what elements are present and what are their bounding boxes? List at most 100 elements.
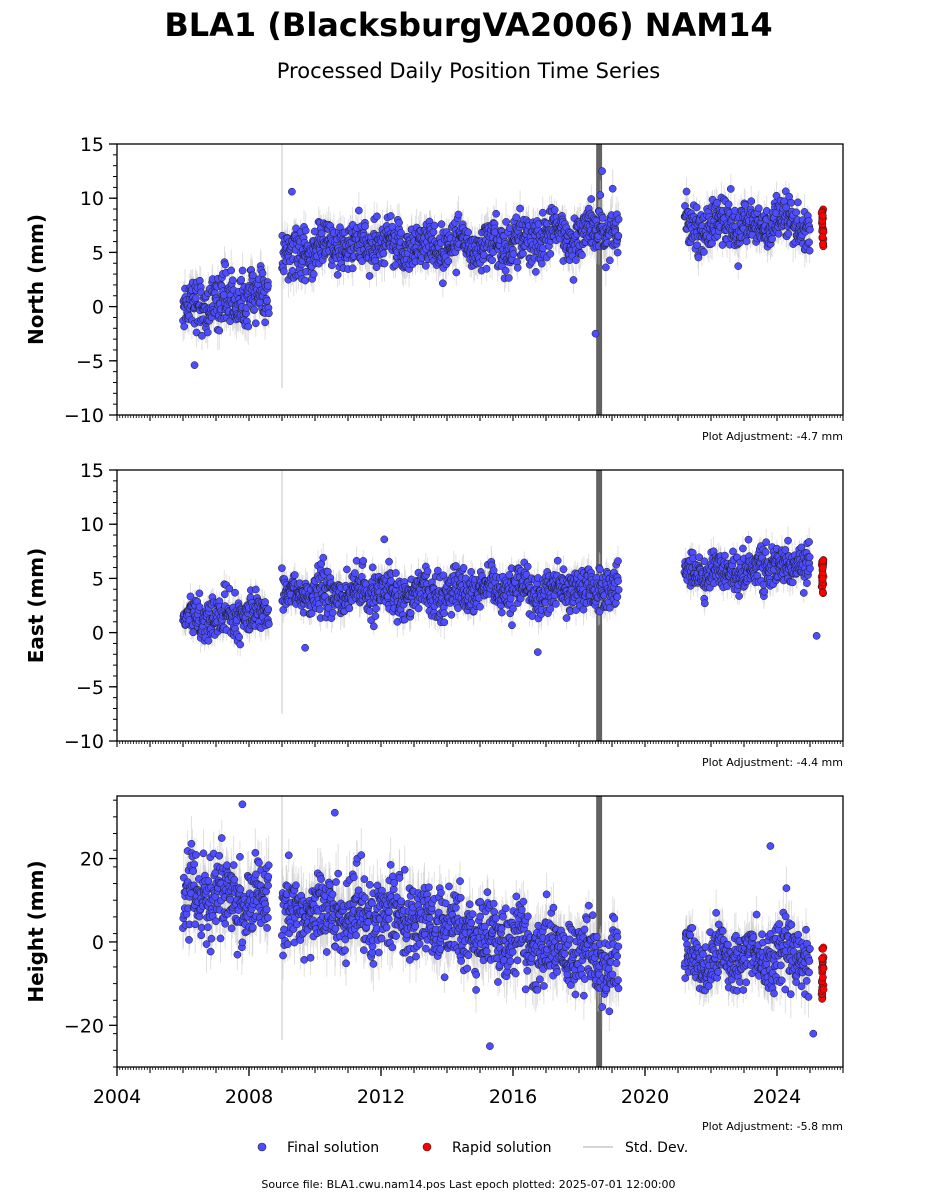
final-point — [371, 256, 380, 265]
final-point — [439, 279, 447, 288]
final-point — [569, 276, 578, 284]
final-point — [694, 253, 703, 262]
plot-area — [179, 144, 828, 415]
final-point — [301, 226, 310, 235]
final-point — [397, 229, 405, 237]
final-point — [794, 198, 802, 207]
final-point — [613, 248, 622, 257]
final-point — [724, 200, 733, 209]
final-point — [754, 204, 763, 213]
final-point — [787, 198, 796, 207]
final-point — [361, 222, 369, 231]
final-point — [784, 229, 793, 238]
final-point — [365, 272, 374, 280]
panel-north: −10 −5 0 5 10 15 North (mm) Plot Adjustment: -4… — [24, 134, 844, 443]
final-point — [227, 266, 236, 275]
y-tick-label: −10 — [64, 405, 104, 427]
final-point — [395, 218, 403, 227]
final-point — [250, 305, 258, 314]
plot-area — [179, 470, 828, 741]
final-point — [504, 274, 513, 282]
final-point — [805, 246, 814, 255]
final-point — [452, 268, 461, 277]
final-point — [614, 215, 623, 224]
y-axis-label: North (mm) — [24, 214, 48, 345]
final-point — [509, 250, 518, 258]
final-point — [488, 256, 496, 265]
final-point — [333, 271, 342, 279]
final-point — [692, 203, 701, 212]
rapid-points — [817, 205, 828, 251]
final-point — [430, 221, 439, 230]
final-point — [546, 250, 555, 258]
final-point — [301, 276, 310, 285]
final-point — [792, 208, 801, 217]
final-point — [550, 206, 559, 214]
final-point — [380, 259, 389, 268]
final-point — [726, 185, 735, 193]
final-point — [531, 267, 540, 276]
std-dev-bars — [182, 169, 811, 351]
final-point — [221, 260, 230, 269]
panels: −10 −5 0 5 10 15 North (mm) Plot Adjustment: -4… — [24, 134, 844, 1133]
final-point — [708, 239, 716, 248]
final-point — [537, 259, 546, 268]
final-point — [742, 237, 751, 246]
final-point — [492, 209, 500, 218]
final-point — [805, 238, 813, 247]
final-point — [215, 326, 224, 335]
rapid-point — [818, 211, 827, 220]
final-point — [502, 218, 510, 226]
final-points — [179, 167, 814, 369]
final-point — [348, 264, 357, 273]
outlier-point — [598, 167, 606, 175]
rapid-point — [818, 233, 827, 241]
final-point — [195, 276, 204, 285]
final-point — [774, 229, 783, 238]
final-point — [700, 248, 708, 256]
final-point — [747, 197, 756, 206]
final-point — [519, 249, 527, 258]
final-point — [198, 331, 206, 340]
final-point — [421, 261, 430, 270]
final-point — [388, 222, 397, 231]
final-point — [512, 213, 521, 222]
outlier-point — [591, 329, 600, 338]
final-point — [379, 249, 388, 258]
rapid-point — [819, 240, 827, 249]
final-point — [263, 296, 271, 305]
plot-adjustment: Plot Adjustment: -4.7 mm — [702, 430, 843, 443]
final-point — [608, 184, 617, 193]
outlier-point — [190, 361, 199, 369]
y-tick-label: 0 — [92, 297, 104, 319]
final-point — [237, 275, 246, 284]
final-point — [203, 328, 212, 337]
final-point — [192, 294, 200, 303]
final-point — [265, 309, 273, 318]
final-point — [249, 271, 257, 280]
final-point — [734, 262, 743, 270]
final-point — [373, 212, 381, 221]
final-point — [598, 214, 607, 222]
final-point — [464, 228, 472, 237]
final-point — [693, 241, 702, 250]
chart-title: BLA1 (BlacksburgVA2006) NAM14 — [164, 6, 772, 44]
final-point — [762, 207, 771, 215]
final-point — [437, 220, 446, 228]
final-point — [768, 235, 776, 243]
final-point — [251, 319, 260, 328]
final-point — [258, 269, 267, 278]
final-point — [596, 191, 605, 199]
final-point — [261, 318, 269, 327]
final-point — [180, 322, 188, 331]
final-point — [741, 201, 749, 209]
final-point — [682, 187, 691, 196]
final-point — [614, 231, 623, 240]
final-point — [264, 282, 272, 290]
y-tick-label: −5 — [76, 351, 104, 373]
final-point — [713, 199, 721, 207]
final-point — [310, 227, 319, 236]
final-point — [429, 228, 438, 236]
